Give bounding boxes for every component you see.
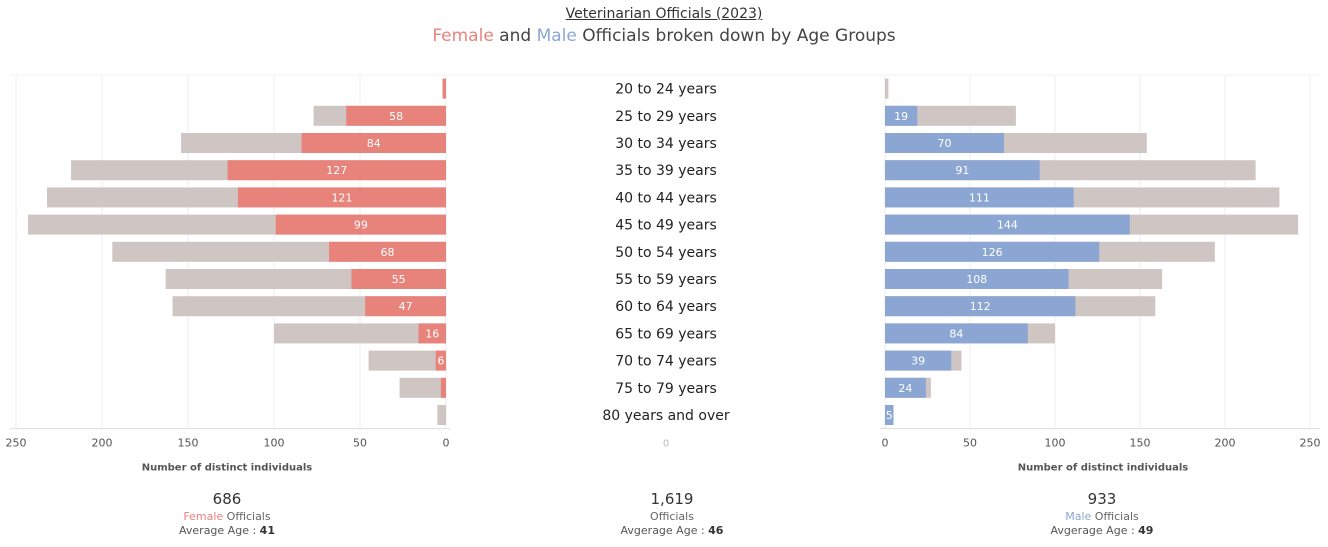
male-bar bbox=[885, 323, 1028, 344]
all-summary-label: Officials bbox=[650, 510, 694, 523]
male-total: 933 bbox=[1087, 490, 1117, 508]
female-bar bbox=[440, 377, 446, 398]
subtitle-male: Male bbox=[536, 26, 577, 46]
age-group-label: 60 to 64 years bbox=[615, 299, 717, 315]
male-data-label: 112 bbox=[970, 300, 991, 313]
female-bar bbox=[442, 78, 446, 99]
chart-subtitle: Female and Male Officials broken down by… bbox=[0, 26, 1328, 46]
female-bar bbox=[237, 187, 446, 208]
age-group-label: 80 years and over bbox=[602, 408, 729, 424]
chart-title: Veterinarian Officials (2023) bbox=[565, 6, 763, 22]
female-data-label: 58 bbox=[389, 110, 403, 123]
male-summary: 933 Male Officials Avgerage Age : 49 bbox=[982, 490, 1222, 537]
male-data-label: 70 bbox=[938, 137, 952, 150]
female-bar bbox=[346, 105, 446, 126]
male-data-label: 19 bbox=[894, 110, 908, 123]
subtitle-rest: Officials broken down by Age Groups bbox=[576, 26, 896, 46]
male-data-label: 126 bbox=[982, 246, 1003, 259]
left-x-tick-label: 250 bbox=[6, 437, 27, 450]
right-x-tick-label: 50 bbox=[963, 437, 977, 450]
male-bar bbox=[885, 133, 1004, 153]
left-x-tick-label: 150 bbox=[178, 437, 199, 450]
right-x-tick-label: 0 bbox=[882, 437, 889, 450]
age-group-label: 50 to 54 years bbox=[615, 245, 717, 261]
female-data-label: 16 bbox=[425, 327, 439, 340]
female-total-bar bbox=[399, 377, 446, 398]
female-data-label: 6 bbox=[437, 355, 444, 368]
male-bar bbox=[885, 269, 1069, 289]
female-data-label: 84 bbox=[367, 137, 381, 150]
female-total-bar bbox=[368, 350, 446, 371]
left-x-tick-label: 200 bbox=[92, 437, 113, 450]
female-total-bar bbox=[437, 405, 446, 425]
male-data-label: 144 bbox=[997, 219, 1018, 232]
male-bar bbox=[885, 160, 1040, 181]
male-bar bbox=[885, 241, 1100, 262]
left-x-tick-label: 100 bbox=[264, 437, 285, 450]
female-bar bbox=[418, 323, 446, 344]
male-bar bbox=[885, 296, 1076, 317]
all-average-age: Avgerage Age : 46 bbox=[620, 524, 724, 537]
male-data-label: 24 bbox=[898, 382, 912, 395]
age-group-label: 75 to 79 years bbox=[615, 381, 717, 397]
male-data-label: 111 bbox=[969, 191, 990, 204]
female-average-age: Average Age : 41 bbox=[179, 524, 275, 537]
male-total-bar bbox=[885, 105, 1016, 126]
age-group-label: 40 to 44 years bbox=[615, 190, 717, 206]
female-data-label: 47 bbox=[399, 300, 413, 313]
male-bar bbox=[885, 350, 952, 371]
male-bar bbox=[885, 105, 918, 126]
female-bar bbox=[351, 269, 446, 289]
age-group-label: 30 to 34 years bbox=[615, 136, 717, 152]
all-summary: 1,619 Officials Avgerage Age : 46 bbox=[552, 490, 792, 537]
male-bar bbox=[885, 405, 894, 425]
center-x-tick-label: 0 bbox=[663, 439, 669, 450]
age-group-label: 20 to 24 years bbox=[615, 82, 717, 98]
age-group-label: 70 to 74 years bbox=[615, 354, 717, 370]
right-x-tick-label: 150 bbox=[1130, 437, 1151, 450]
female-bar bbox=[275, 214, 446, 235]
female-data-label: 127 bbox=[326, 164, 347, 177]
age-group-label: 25 to 29 years bbox=[615, 109, 717, 125]
female-data-label: 121 bbox=[331, 191, 352, 204]
female-summary-label: Female Officials bbox=[183, 510, 271, 523]
male-bar bbox=[885, 187, 1074, 208]
male-data-label: 5 bbox=[886, 409, 893, 422]
left-x-tick-label: 0 bbox=[443, 437, 450, 450]
male-average-age: Avgerage Age : 49 bbox=[1050, 524, 1154, 537]
female-total-bar bbox=[274, 323, 446, 344]
female-data-label: 68 bbox=[381, 246, 395, 259]
female-bar bbox=[435, 350, 446, 371]
right-x-tick-label: 250 bbox=[1300, 437, 1321, 450]
male-summary-label: Male Officials bbox=[1065, 510, 1139, 523]
female-bar bbox=[329, 241, 446, 262]
right-x-axis-title: Number of distinct individuals bbox=[1018, 463, 1189, 474]
male-total-bar bbox=[885, 78, 889, 99]
male-bar bbox=[885, 377, 926, 398]
age-group-label: 55 to 59 years bbox=[615, 272, 717, 288]
male-data-label: 39 bbox=[911, 355, 925, 368]
male-data-label: 108 bbox=[966, 273, 987, 286]
female-bar bbox=[365, 296, 446, 317]
age-group-label: 45 to 49 years bbox=[615, 218, 717, 234]
female-total: 686 bbox=[212, 490, 242, 508]
female-bar bbox=[227, 160, 446, 181]
male-data-label: 91 bbox=[955, 164, 969, 177]
female-data-label: 55 bbox=[392, 273, 406, 286]
female-bar bbox=[301, 133, 446, 153]
right-x-tick-label: 100 bbox=[1045, 437, 1066, 450]
male-data-label: 84 bbox=[949, 327, 963, 340]
age-group-label: 65 to 69 years bbox=[615, 326, 717, 342]
female-data-label: 99 bbox=[354, 219, 368, 232]
male-bar bbox=[885, 214, 1130, 235]
subtitle-female: Female bbox=[432, 26, 494, 46]
left-x-axis-title: Number of distinct individuals bbox=[142, 463, 313, 474]
subtitle-and: and bbox=[493, 26, 537, 46]
right-x-tick-label: 200 bbox=[1215, 437, 1236, 450]
female-summary: 686 Female Officials Average Age : 41 bbox=[107, 490, 347, 537]
all-total: 1,619 bbox=[650, 490, 694, 508]
left-x-tick-label: 50 bbox=[353, 437, 367, 450]
age-group-label: 35 to 39 years bbox=[615, 163, 717, 179]
